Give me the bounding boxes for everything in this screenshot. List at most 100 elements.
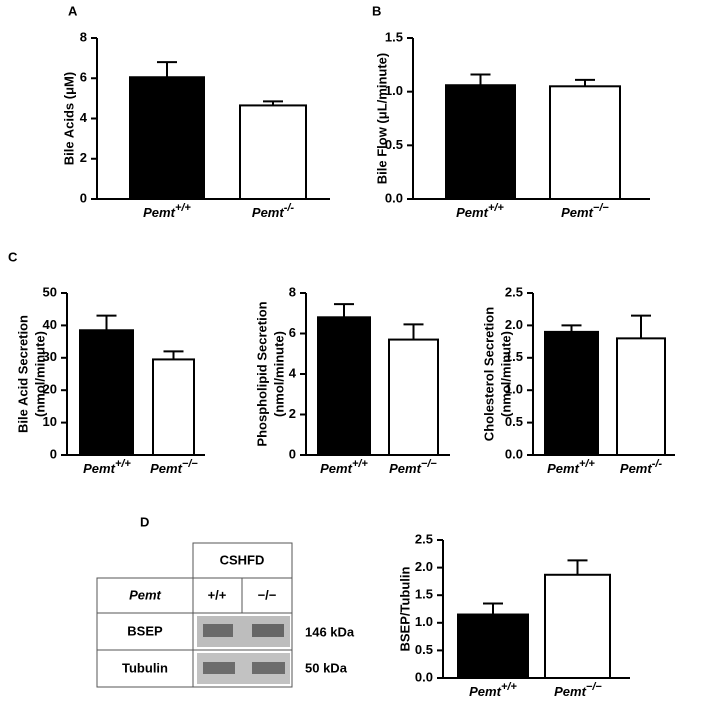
y-axis-label: Phospholipid Secretion: [254, 301, 269, 446]
x-tick-label: Pemt-/-: [252, 202, 295, 221]
error-bar: [567, 559, 588, 575]
genotype: +/+: [208, 587, 227, 602]
bar: [129, 76, 205, 200]
category-name: Pemt: [554, 684, 586, 699]
y-axis-label: (nmol/minute): [271, 331, 286, 417]
bar: [388, 338, 439, 457]
y-axis-label: Bile Acids (μM): [61, 72, 76, 165]
category-superscript: +/+: [488, 202, 504, 214]
error-bar: [334, 303, 354, 318]
blot-band: [203, 624, 233, 637]
x-tick-label: Pemt-/-: [620, 458, 663, 477]
y-tick-label: 1.5: [385, 29, 403, 44]
x-tick-label: Pemt−/−: [150, 458, 198, 477]
panel-label: A: [68, 3, 78, 18]
y-axis-label: Bile Acid Secretion: [15, 315, 30, 433]
x-tick-label: Pemt+/+: [547, 458, 595, 477]
y-tick-label: 6: [80, 70, 87, 85]
error-bar: [561, 324, 582, 332]
bar: [549, 85, 621, 200]
y-tick-label: 2: [289, 406, 296, 421]
x-tick-label: Pemt+/+: [83, 458, 131, 477]
bar: [544, 573, 611, 679]
y-axis-label: (nmol/minute): [32, 331, 47, 417]
category-name: Pemt: [547, 461, 579, 476]
y-axis-label: BSEP/Tubulin: [397, 566, 412, 651]
y-tick-label: 0: [50, 446, 57, 461]
y-tick-label: 0: [289, 446, 296, 461]
bar: [152, 358, 195, 457]
category-superscript: −/−: [421, 458, 437, 470]
blot-band: [252, 662, 285, 674]
error-bar: [631, 314, 651, 339]
y-axis-label: Cholesterol Secretion: [481, 307, 496, 441]
y-tick-label: 2.5: [415, 531, 433, 546]
y-tick-label: 0.5: [415, 642, 433, 657]
y-tick-label: 40: [43, 317, 57, 332]
category-superscript: −/−: [182, 458, 198, 470]
blot-header: CSHFD: [220, 552, 265, 567]
y-tick-label: 50: [43, 284, 57, 299]
y-tick-label: 1.0: [385, 83, 403, 98]
y-tick-label: 0.5: [505, 414, 523, 429]
y-tick-label: 20: [43, 382, 57, 397]
category-name: Pemt: [320, 461, 352, 476]
category-name: Pemt: [83, 461, 115, 476]
error-bar: [157, 61, 177, 78]
bar: [616, 337, 666, 456]
y-tick-label: 10: [43, 414, 57, 429]
bar: [79, 329, 134, 457]
protein-name: BSEP: [127, 623, 163, 638]
category-superscript: +/+: [175, 202, 191, 214]
category-superscript: +/+: [579, 458, 595, 470]
panel-label: B: [372, 3, 381, 18]
category-name: Pemt: [456, 205, 488, 220]
blot-band: [252, 624, 284, 637]
blot-band: [203, 662, 235, 674]
y-tick-label: 0.0: [415, 669, 433, 684]
protein-size: 146 kDa: [305, 624, 355, 639]
category-superscript: +/+: [115, 458, 131, 470]
error-bar: [575, 78, 595, 87]
x-tick-label: Pemt+/+: [143, 202, 191, 221]
panel-label: C: [8, 249, 18, 264]
bar: [445, 84, 516, 200]
error-bar: [470, 73, 491, 86]
category-name: Pemt: [150, 461, 182, 476]
y-tick-label: 4: [80, 110, 88, 125]
y-tick-label: 30: [43, 349, 57, 364]
bar: [544, 330, 599, 457]
y-tick-label: 2: [80, 150, 87, 165]
error-bar: [263, 100, 283, 106]
y-tick-label: 1.0: [505, 382, 523, 397]
blot-table: [96, 542, 293, 688]
y-tick-label: 6: [289, 325, 296, 340]
category-name: Pemt: [469, 684, 501, 699]
x-tick-label: Pemt−/−: [389, 458, 437, 477]
error-bar: [483, 602, 503, 615]
error-bar: [163, 350, 184, 360]
y-tick-label: 0.5: [385, 137, 403, 152]
y-tick-label: 2.5: [505, 284, 523, 299]
y-tick-label: 0.0: [505, 446, 523, 461]
category-name: Pemt: [620, 461, 652, 476]
protein-name: Tubulin: [122, 660, 168, 675]
y-tick-label: 0: [80, 190, 87, 205]
error-bar: [96, 314, 117, 331]
x-tick-label: Pemt−/−: [561, 202, 609, 221]
category-name: Pemt: [561, 205, 593, 220]
panel-label: D: [140, 514, 149, 529]
category-superscript: +/+: [352, 458, 368, 470]
y-tick-label: 2.0: [415, 559, 433, 574]
category-name: Pemt: [252, 205, 284, 220]
category-name: Pemt: [389, 461, 421, 476]
y-tick-label: 8: [289, 284, 296, 299]
blot-row-label: Pemt: [129, 587, 161, 602]
y-axis-label: Bile Flow (μL/minute): [374, 53, 389, 184]
x-tick-label: Pemt+/+: [469, 681, 517, 700]
error-bar: [403, 323, 424, 340]
bar: [317, 316, 371, 456]
category-name: Pemt: [143, 205, 175, 220]
y-tick-label: 0.0: [385, 190, 403, 205]
